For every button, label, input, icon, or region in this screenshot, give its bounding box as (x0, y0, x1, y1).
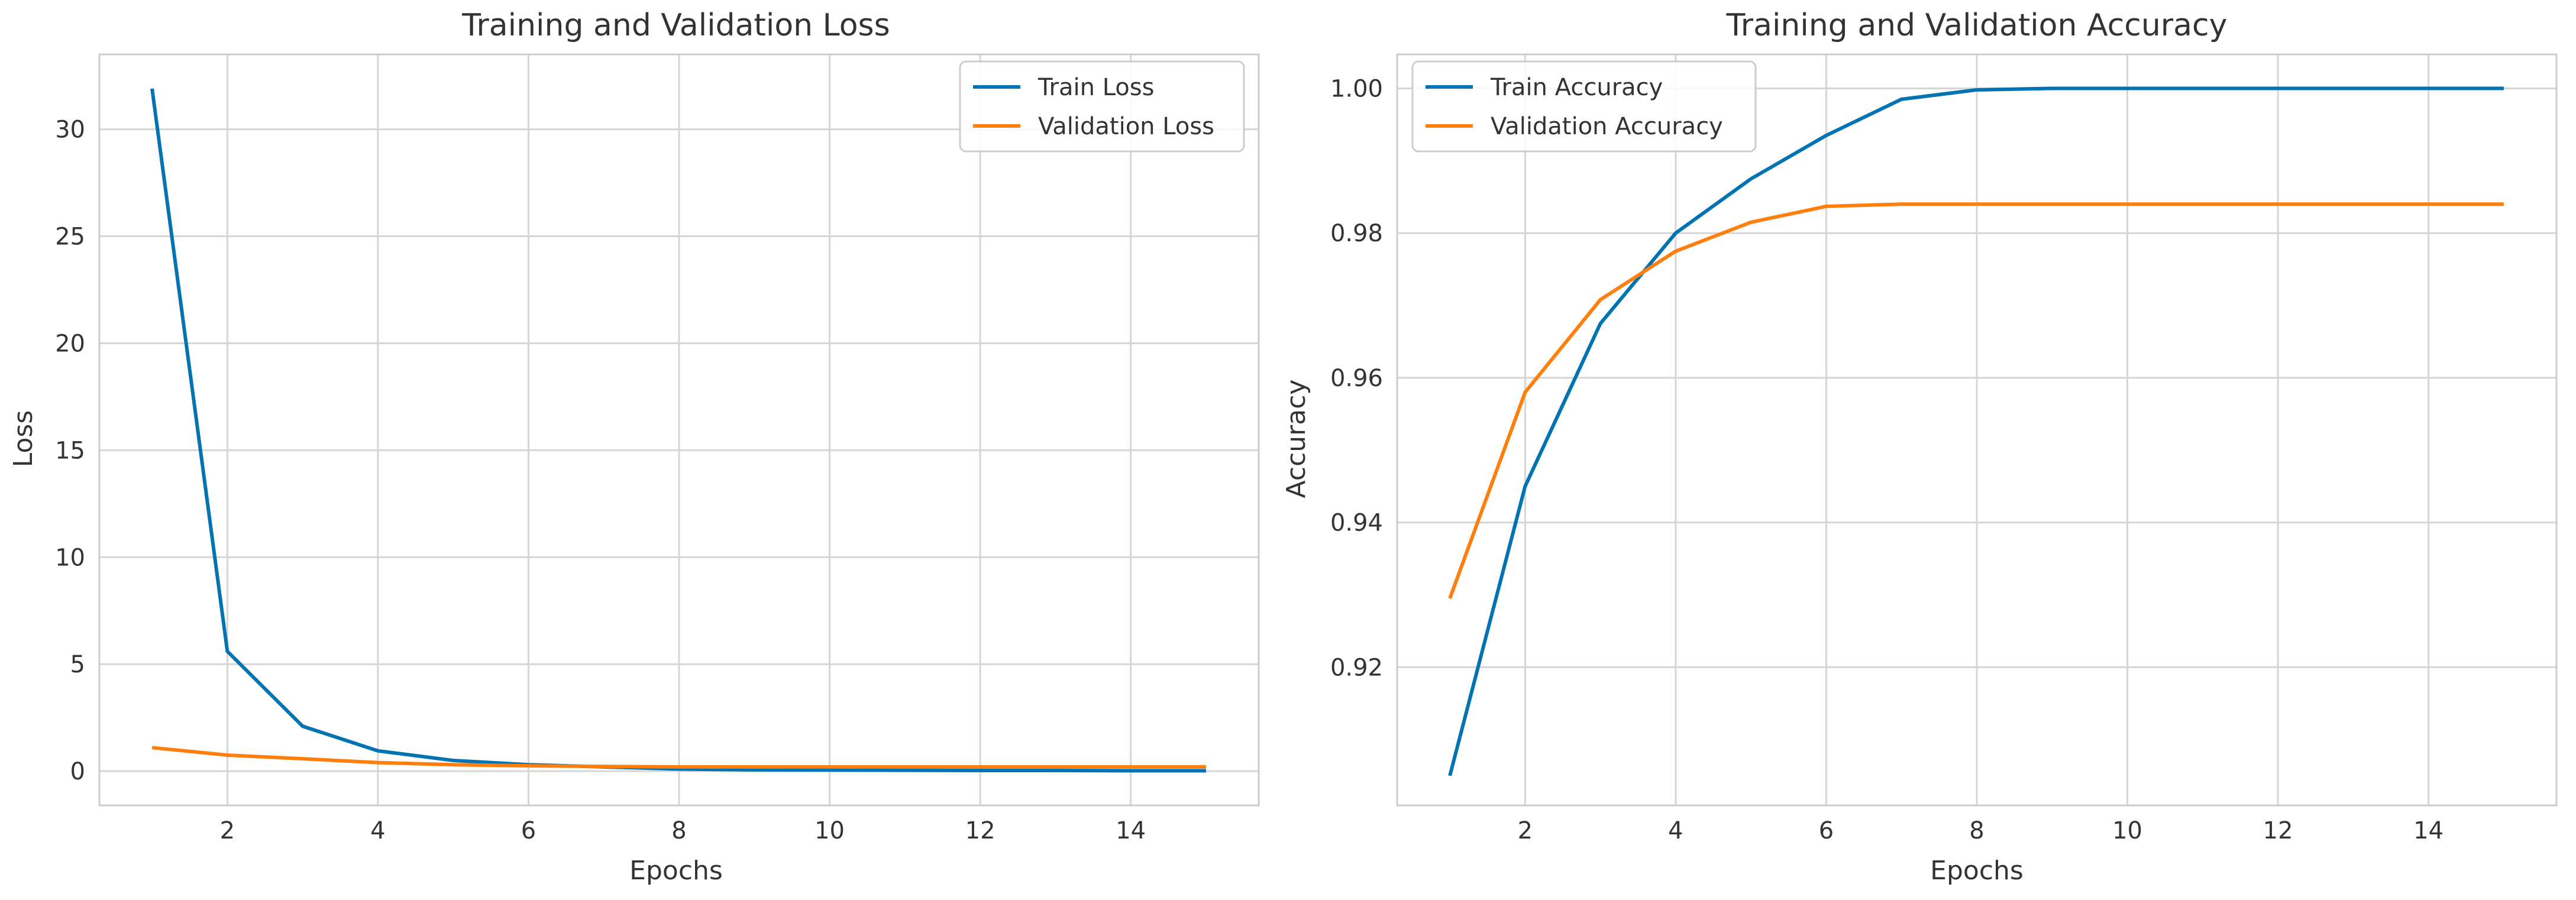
y-tick-label: 1.00 (1330, 76, 1383, 103)
grid (1397, 54, 2556, 805)
series-line-1 (151, 746, 1206, 769)
x-axis-label: Epochs (1930, 856, 2024, 886)
x-tick-label: 4 (370, 817, 385, 844)
chart-title: Training and Validation Loss (461, 8, 890, 43)
x-tick-label: 12 (2263, 817, 2293, 844)
x-tick-label: 10 (2112, 817, 2142, 844)
series-line-0 (150, 88, 1206, 773)
legend: Train Accuracy Validation Accuracy (1411, 60, 1757, 153)
series-group (150, 88, 1206, 773)
grid (99, 54, 1259, 805)
y-tick-label: 0.92 (1330, 654, 1383, 681)
series-line-0 (1448, 86, 2504, 776)
x-tick-label: 10 (815, 817, 845, 844)
legend-label: Train Accuracy (1490, 74, 1663, 101)
x-tick-label: 14 (1116, 817, 1146, 844)
accuracy-chart: Training and Validation Accuracy 2 4 6 8 10 1… (1281, 8, 2558, 886)
x-tick-label: 4 (1668, 817, 1683, 844)
legend-label: Validation Loss (1038, 113, 1214, 140)
y-tick-label: 0.94 (1330, 510, 1383, 537)
y-tick-label: 5 (70, 651, 85, 678)
series-group (1448, 86, 2504, 776)
y-tick-label: 15 (55, 437, 85, 464)
legend: Train Loss Validation Loss (959, 60, 1245, 153)
y-tick-label: 0 (70, 758, 85, 785)
x-tick-label: 8 (671, 817, 686, 844)
x-tick-labels: 2 4 6 8 10 12 14 (1518, 817, 2444, 844)
x-tick-label: 14 (2413, 817, 2444, 844)
y-tick-label: 0.96 (1330, 365, 1383, 392)
x-tick-label: 2 (220, 817, 235, 844)
legend-box (1411, 60, 1757, 153)
x-tick-label: 6 (521, 817, 536, 844)
y-axis-label: Accuracy (1281, 380, 1311, 498)
series-line-1 (1448, 202, 2504, 600)
x-axis-label: Epochs (629, 856, 723, 886)
chart-title: Training and Validation Accuracy (1726, 8, 2228, 43)
plot-frame (1396, 53, 2558, 807)
y-tick-labels: 0.92 0.94 0.96 0.98 1.00 (1330, 76, 1383, 682)
x-tick-label: 12 (965, 817, 996, 844)
x-tick-label: 6 (1819, 817, 1834, 844)
y-tick-label: 0.98 (1330, 220, 1383, 247)
legend-label: Validation Accuracy (1491, 113, 1723, 140)
y-tick-labels: 0 5 10 15 20 25 30 (55, 116, 85, 785)
legend-label: Train Loss (1037, 74, 1154, 101)
x-tick-label: 8 (1969, 817, 1984, 844)
y-axis-label: Loss (8, 410, 38, 468)
legend-box (959, 60, 1245, 153)
y-tick-label: 20 (55, 330, 85, 357)
plot-frame (98, 53, 1260, 807)
x-tick-label: 2 (1518, 817, 1533, 844)
loss-chart: Training and Validation Loss 2 4 6 8 10 12 14 … (8, 8, 1260, 886)
y-tick-label: 25 (55, 224, 85, 251)
y-tick-label: 10 (55, 544, 85, 571)
x-tick-labels: 2 4 6 8 10 12 14 (220, 817, 1146, 844)
y-tick-label: 30 (55, 116, 85, 144)
